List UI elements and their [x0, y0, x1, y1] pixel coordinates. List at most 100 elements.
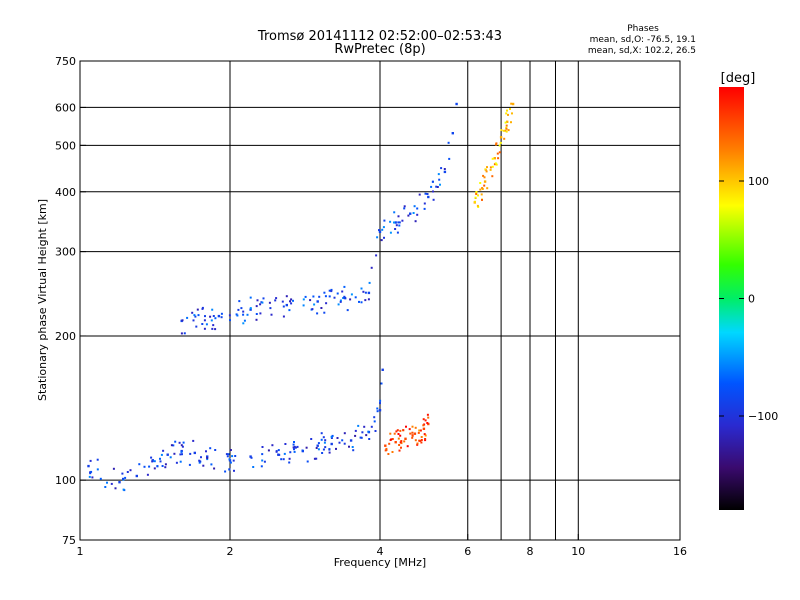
data-point	[220, 316, 223, 319]
data-point	[484, 168, 487, 171]
data-point	[320, 307, 323, 309]
data-point	[281, 300, 284, 303]
data-point	[313, 303, 316, 306]
data-point	[483, 176, 486, 179]
data-point	[90, 470, 93, 473]
data-point	[301, 449, 304, 452]
data-point	[228, 468, 231, 471]
x-axis-label: Frequency [MHz]	[334, 556, 426, 569]
data-point	[290, 298, 293, 301]
data-point	[323, 291, 326, 294]
data-point	[413, 205, 416, 208]
data-point	[209, 315, 212, 318]
colorbar-tick-label: 0	[748, 293, 755, 306]
data-point	[118, 481, 121, 484]
data-point	[370, 425, 373, 428]
data-point	[476, 204, 479, 207]
data-point	[510, 121, 512, 124]
data-point	[255, 313, 258, 315]
data-point	[174, 440, 177, 443]
data-point	[204, 315, 206, 318]
data-point	[110, 482, 113, 485]
data-point	[330, 290, 333, 293]
data-point	[407, 214, 410, 217]
data-point	[138, 463, 141, 466]
chart-subtitle: RwPretec (8p)	[334, 42, 425, 57]
data-point	[424, 439, 427, 442]
data-point	[389, 220, 392, 223]
data-point	[159, 460, 162, 463]
data-point	[112, 467, 115, 470]
data-point	[399, 434, 402, 437]
data-point	[261, 446, 264, 448]
data-point	[416, 442, 419, 445]
data-point	[493, 157, 496, 160]
data-point	[397, 437, 400, 440]
colorbar-label: [deg]	[721, 71, 756, 86]
chart-title: Tromsø 20141112 02:52:00–02:53:43	[257, 29, 502, 44]
data-point	[403, 440, 406, 443]
data-point	[360, 287, 363, 290]
data-point	[510, 102, 513, 105]
data-point	[382, 226, 385, 229]
data-point	[481, 198, 483, 201]
data-point	[486, 166, 488, 169]
data-point	[122, 477, 124, 480]
data-point	[96, 458, 99, 461]
data-point	[436, 186, 439, 188]
data-point	[395, 430, 398, 433]
data-point	[348, 445, 350, 448]
x-tick-label: 2	[227, 545, 234, 558]
data-point	[349, 439, 353, 442]
data-point	[331, 434, 334, 437]
data-point	[338, 441, 341, 444]
data-point	[328, 451, 331, 454]
data-point	[511, 102, 515, 106]
data-point	[361, 431, 364, 434]
grid-lines	[80, 61, 680, 540]
data-point	[417, 431, 420, 434]
data-point	[396, 231, 399, 234]
data-point	[360, 436, 363, 439]
data-point	[201, 323, 204, 325]
data-point	[411, 436, 414, 439]
data-point	[447, 141, 450, 144]
data-point	[389, 231, 392, 234]
data-point	[491, 157, 494, 160]
y-tick-label: 500	[55, 139, 76, 152]
data-point	[499, 136, 503, 139]
data-point	[336, 437, 339, 439]
data-point	[278, 453, 281, 456]
data-point	[153, 460, 156, 463]
data-point	[502, 129, 505, 132]
data-point	[391, 451, 394, 453]
data-point	[403, 207, 406, 210]
data-point	[202, 464, 205, 467]
data-point	[179, 453, 182, 456]
y-tick-label: 400	[55, 186, 76, 199]
data-point	[89, 459, 92, 462]
data-point	[211, 327, 214, 330]
data-point	[440, 167, 443, 170]
data-point	[378, 229, 380, 232]
data-point	[322, 448, 325, 451]
data-point	[367, 298, 370, 301]
data-point	[229, 449, 232, 451]
data-point	[180, 332, 183, 335]
data-point	[495, 143, 497, 146]
data-point	[195, 325, 198, 328]
data-point	[263, 460, 266, 463]
colorbar-tick-label: −100	[748, 410, 778, 423]
stats-line-o: mean, sd,O: -76.5, 19.1	[590, 35, 696, 45]
data-point	[341, 439, 344, 442]
data-point	[320, 438, 323, 441]
x-tick-label: 4	[377, 545, 384, 558]
data-point	[398, 221, 401, 224]
data-point	[384, 444, 387, 447]
data-point	[397, 221, 400, 224]
data-point	[367, 291, 371, 295]
data-point	[317, 448, 320, 451]
data-point	[424, 438, 427, 440]
x-tick-label: 6	[464, 545, 471, 558]
data-point	[201, 306, 204, 309]
